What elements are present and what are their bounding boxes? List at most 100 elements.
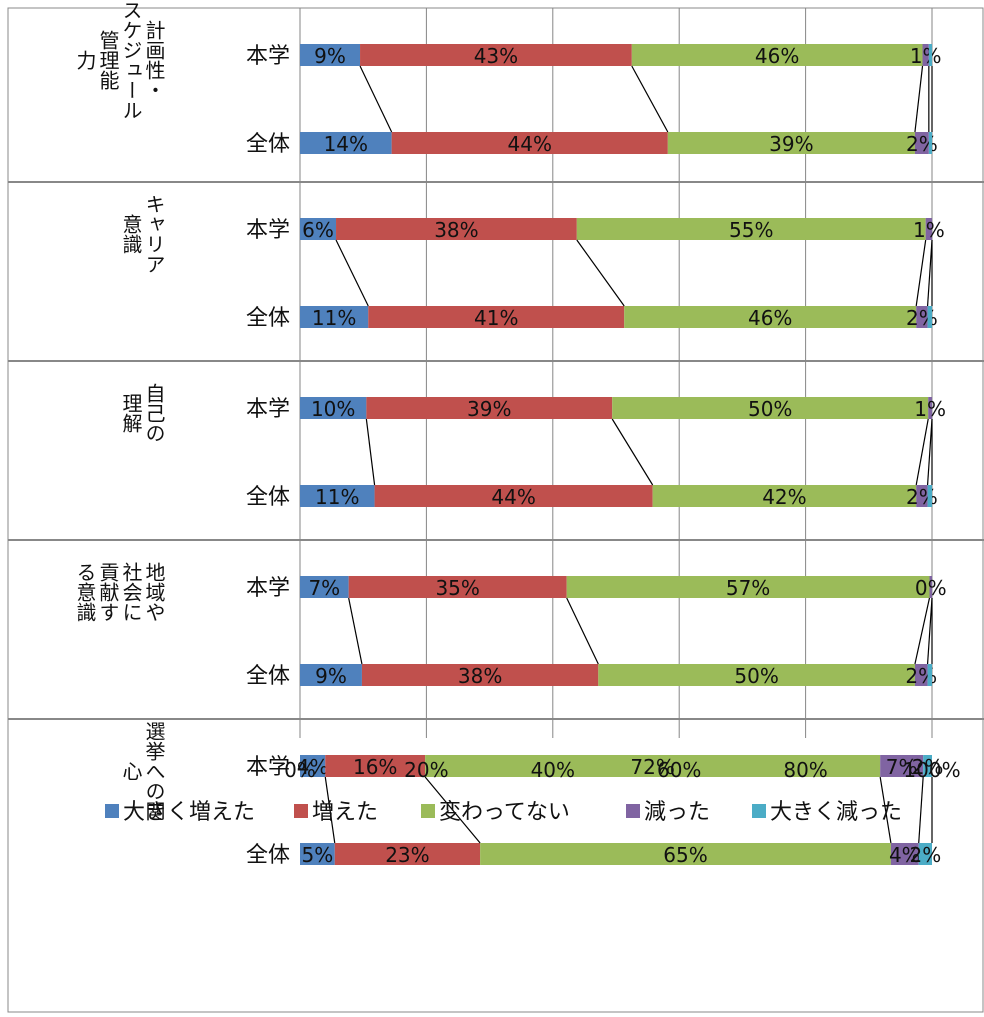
series-connector	[926, 597, 933, 665]
data-label: 44%	[491, 485, 535, 509]
row-label: 全体	[246, 485, 290, 510]
bar-segment	[300, 843, 335, 865]
legend-swatch	[752, 804, 766, 818]
bar-segment	[929, 576, 932, 598]
data-label: 4%	[889, 843, 921, 867]
plot-area: 9% 43% 46% 1% 本学 14% 44% 39% 2% 全体 6% 38% 55% 1% 本学 11%…	[246, 44, 947, 868]
data-label: 38%	[458, 664, 502, 688]
bar-segment	[612, 397, 929, 419]
bar-segment	[631, 44, 923, 66]
data-label: 10%	[311, 397, 355, 421]
row-label: 全体	[246, 132, 290, 157]
x-tick-label: 80%	[783, 758, 827, 782]
bar-segment	[927, 306, 932, 328]
group-label-column: 社会に	[119, 562, 143, 622]
group-label-column: キャリア	[142, 194, 166, 274]
data-label: 65%	[663, 843, 707, 867]
bar-segment	[928, 132, 932, 154]
data-label: 11%	[315, 485, 359, 509]
legend-swatch	[105, 804, 119, 818]
group-label-column: 力	[73, 50, 97, 70]
bar-segment	[360, 44, 632, 66]
bar-segment	[391, 132, 668, 154]
series-connector	[359, 65, 393, 133]
bar-segment	[300, 306, 369, 328]
row-label: 本学	[246, 576, 290, 601]
chart-frame	[7, 7, 984, 1013]
legend-swatch	[421, 804, 435, 818]
row-label: 本学	[246, 397, 290, 422]
group-label-column: 貢献す	[96, 562, 120, 622]
data-label: 11%	[312, 306, 356, 330]
bar-segment	[916, 485, 928, 507]
data-label: 2%	[909, 843, 941, 867]
data-label: 23%	[385, 843, 429, 867]
bar-segment	[300, 485, 375, 507]
group-label-column: 理解	[119, 393, 143, 433]
group-label-column: 選挙への関	[142, 721, 166, 821]
group-label-column: 意識	[119, 214, 143, 254]
bar-segment	[566, 576, 930, 598]
data-label: 2%	[906, 485, 938, 509]
group-label-column: 自己の	[142, 383, 166, 443]
series-connector	[915, 239, 927, 307]
data-label: 0%	[915, 576, 947, 600]
bar-segment	[928, 44, 932, 66]
bar-segment	[366, 397, 613, 419]
series-connector	[365, 418, 376, 486]
group-labels: 計画性・スケジュール管理能力キャリア意識自己の理解地域や社会に貢献する意識選挙へ…	[73, 0, 166, 821]
data-label: 1%	[913, 218, 945, 242]
x-tick-label: 100%	[903, 758, 960, 782]
data-label: 1%	[910, 44, 942, 68]
series-connector	[611, 418, 654, 486]
bar-segment	[361, 664, 599, 686]
bar-segment	[890, 843, 919, 865]
bar-segment	[922, 44, 929, 66]
bar-segment	[916, 306, 928, 328]
series-connector	[566, 597, 599, 665]
bar-segment	[925, 218, 932, 240]
x-tick-label: 20%	[404, 758, 448, 782]
data-label: 1%	[914, 397, 946, 421]
x-tick-label: 0%	[284, 758, 316, 782]
data-label: 7%	[308, 576, 340, 600]
series-connector	[918, 776, 924, 844]
bar-segment	[927, 485, 932, 507]
series-connector	[576, 239, 625, 307]
data-label: 46%	[755, 44, 799, 68]
data-label: 38%	[434, 218, 478, 242]
data-label: 72%	[630, 755, 674, 779]
legend-label: 変わってない	[439, 800, 570, 825]
data-label: 50%	[748, 397, 792, 421]
bar-segment	[300, 132, 392, 154]
series-connector	[631, 65, 669, 133]
data-label: 57%	[726, 576, 770, 600]
group-label-column: 計画性・	[142, 20, 166, 100]
bar-segment	[300, 576, 349, 598]
data-label: 9%	[314, 44, 346, 68]
group-label-column: 管理能	[96, 30, 120, 90]
data-label: 46%	[748, 306, 792, 330]
data-label: 6%	[302, 218, 334, 242]
bar-segment	[914, 132, 929, 154]
legend-label: 大きく減った	[770, 800, 902, 825]
bar-segment	[923, 755, 932, 777]
group-label-column: 地域や	[142, 562, 166, 622]
gridlines	[299, 8, 933, 738]
legend-swatch	[626, 804, 640, 818]
data-label: 2%	[905, 664, 937, 688]
data-label: 5%	[302, 843, 334, 867]
legend-swatch	[294, 804, 308, 818]
row-label: 全体	[246, 843, 290, 868]
bar-segment	[300, 397, 367, 419]
data-label: 7%	[886, 755, 918, 779]
data-label: 35%	[435, 576, 479, 600]
series-connector	[335, 239, 369, 307]
row-label: 全体	[246, 306, 290, 331]
series-connector	[926, 418, 933, 486]
data-label: 41%	[474, 306, 518, 330]
bar-segment	[576, 218, 926, 240]
legend: 大きく増えた 増えた 変わってない 減った 大きく減った	[105, 800, 902, 825]
bar-segment	[300, 664, 362, 686]
data-label: 39%	[467, 397, 511, 421]
